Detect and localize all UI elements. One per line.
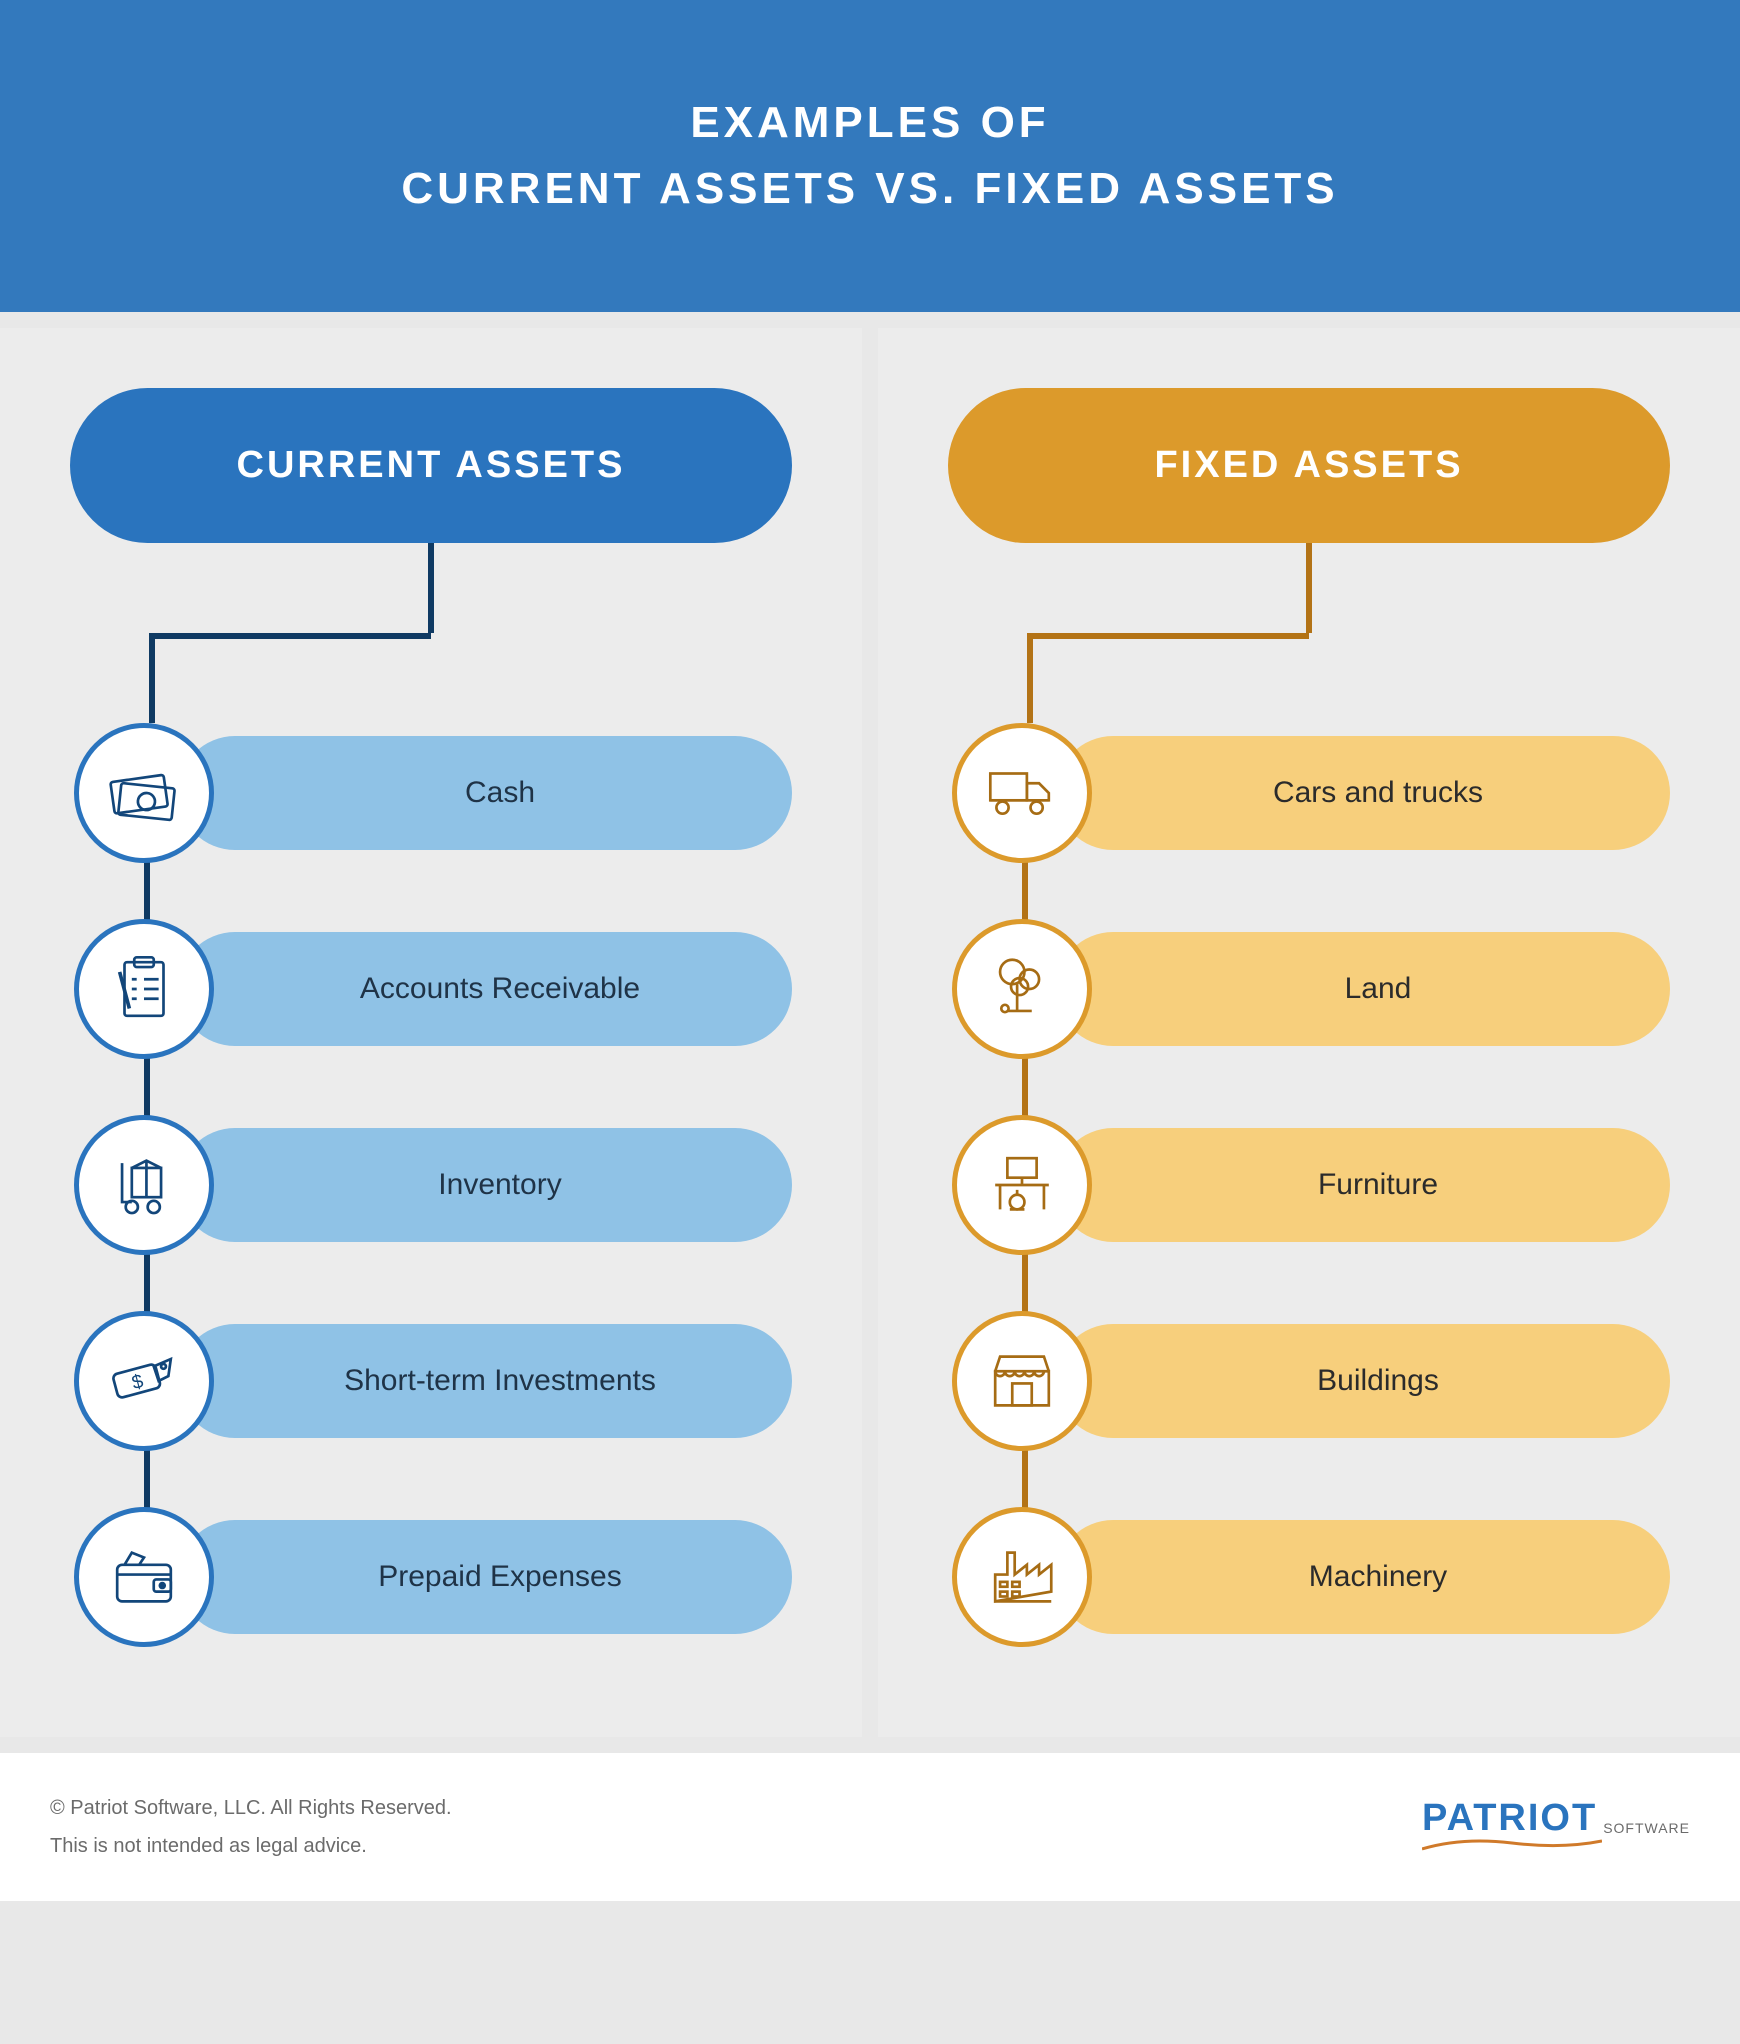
- current-item: Accounts Receivable: [70, 919, 792, 1059]
- fixed-item: Cars and trucks: [948, 723, 1670, 863]
- fixed-items: Cars and trucks Land Furniture Buildings Mac…: [948, 723, 1670, 1647]
- logo-swoosh-icon: [1422, 1837, 1602, 1853]
- desk-icon: [952, 1115, 1092, 1255]
- tag-dollar-icon: $: [74, 1311, 214, 1451]
- footer-disclaimer: This is not intended as legal advice.: [50, 1827, 452, 1865]
- svg-text:$: $: [129, 1370, 145, 1394]
- factory-icon: [952, 1507, 1092, 1647]
- current-item-label: Prepaid Expenses: [178, 1520, 792, 1634]
- fixed-item-label: Cars and trucks: [1056, 736, 1670, 850]
- fixed-title-pill: FIXED ASSETS: [948, 388, 1670, 543]
- wallet-icon: [74, 1507, 214, 1647]
- fixed-item: Furniture: [948, 1115, 1670, 1255]
- inventory-icon: [74, 1115, 214, 1255]
- columns-wrap: CURRENT ASSETS Cash Accounts Receivable Inv…: [0, 312, 1740, 1737]
- current-connector: [70, 543, 792, 723]
- current-item: Prepaid Expenses: [70, 1507, 792, 1647]
- footer-text: © Patriot Software, LLC. All Rights Rese…: [50, 1789, 452, 1865]
- current-title-pill: CURRENT ASSETS: [70, 388, 792, 543]
- patriot-logo: PATRIOT SOFTWARE: [1422, 1797, 1690, 1858]
- logo-main-text: PATRIOT: [1422, 1797, 1597, 1840]
- column-fixed: FIXED ASSETS Cars and trucks Land Furniture…: [878, 328, 1740, 1737]
- logo-sub-text: SOFTWARE: [1603, 1820, 1690, 1836]
- current-item-label: Cash: [178, 736, 792, 850]
- fixed-item-label: Land: [1056, 932, 1670, 1046]
- fixed-item: Buildings: [948, 1311, 1670, 1451]
- header-line1: EXAMPLES OF: [40, 90, 1700, 156]
- tree-icon: [952, 919, 1092, 1059]
- current-item: Inventory: [70, 1115, 792, 1255]
- fixed-item: Machinery: [948, 1507, 1670, 1647]
- current-item-label: Accounts Receivable: [178, 932, 792, 1046]
- clipboard-icon: [74, 919, 214, 1059]
- fixed-item-label: Machinery: [1056, 1520, 1670, 1634]
- footer: © Patriot Software, LLC. All Rights Rese…: [0, 1753, 1740, 1901]
- current-item: Cash: [70, 723, 792, 863]
- current-items: Cash Accounts Receivable Inventory $ Short-t…: [70, 723, 792, 1647]
- current-item: $ Short-term Investments: [70, 1311, 792, 1451]
- fixed-item-label: Buildings: [1056, 1324, 1670, 1438]
- truck-icon: [952, 723, 1092, 863]
- fixed-connector: [948, 543, 1670, 723]
- header-line2: CURRENT ASSETS VS. FIXED ASSETS: [40, 156, 1700, 222]
- footer-copyright: © Patriot Software, LLC. All Rights Rese…: [50, 1789, 452, 1827]
- storefront-icon: [952, 1311, 1092, 1451]
- column-current: CURRENT ASSETS Cash Accounts Receivable Inv…: [0, 328, 862, 1737]
- header-banner: EXAMPLES OF CURRENT ASSETS VS. FIXED ASS…: [0, 0, 1740, 312]
- current-item-label: Inventory: [178, 1128, 792, 1242]
- fixed-item-label: Furniture: [1056, 1128, 1670, 1242]
- cash-icon: [74, 723, 214, 863]
- fixed-item: Land: [948, 919, 1670, 1059]
- current-item-label: Short-term Investments: [178, 1324, 792, 1438]
